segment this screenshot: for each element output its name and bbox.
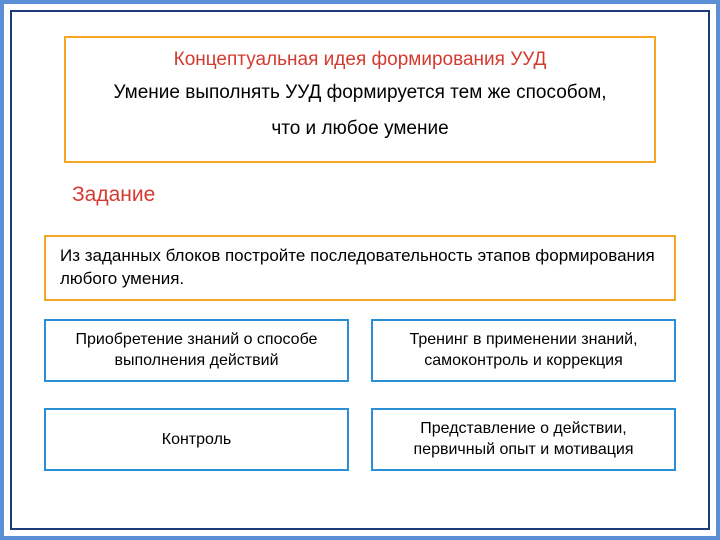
block-control[interactable]: Контроль [44,408,349,471]
header-subtitle-line2: что и любое умение [80,111,640,147]
blocks-row-1: Приобретение знаний о способе выполнения… [44,319,676,382]
task-label: Задание [72,183,676,207]
block-acquisition[interactable]: Приобретение знаний о способе выполнения… [44,319,349,382]
header-subtitle-line1: Умение выполнять УУД формируется тем же … [80,75,640,111]
outer-frame: Концептуальная идея формирования УУД Уме… [0,0,720,540]
header-title: Концептуальная идея формирования УУД [80,46,640,75]
block-training[interactable]: Тренинг в применении знаний, самоконтрол… [371,319,676,382]
instruction-box: Из заданных блоков постройте последовате… [44,235,676,301]
block-representation[interactable]: Представление о действии, первичный опыт… [371,408,676,471]
header-box: Концептуальная идея формирования УУД Уме… [64,36,656,163]
blocks-row-2: Контроль Представление о действии, перви… [44,408,676,471]
inner-frame: Концептуальная идея формирования УУД Уме… [10,10,710,530]
